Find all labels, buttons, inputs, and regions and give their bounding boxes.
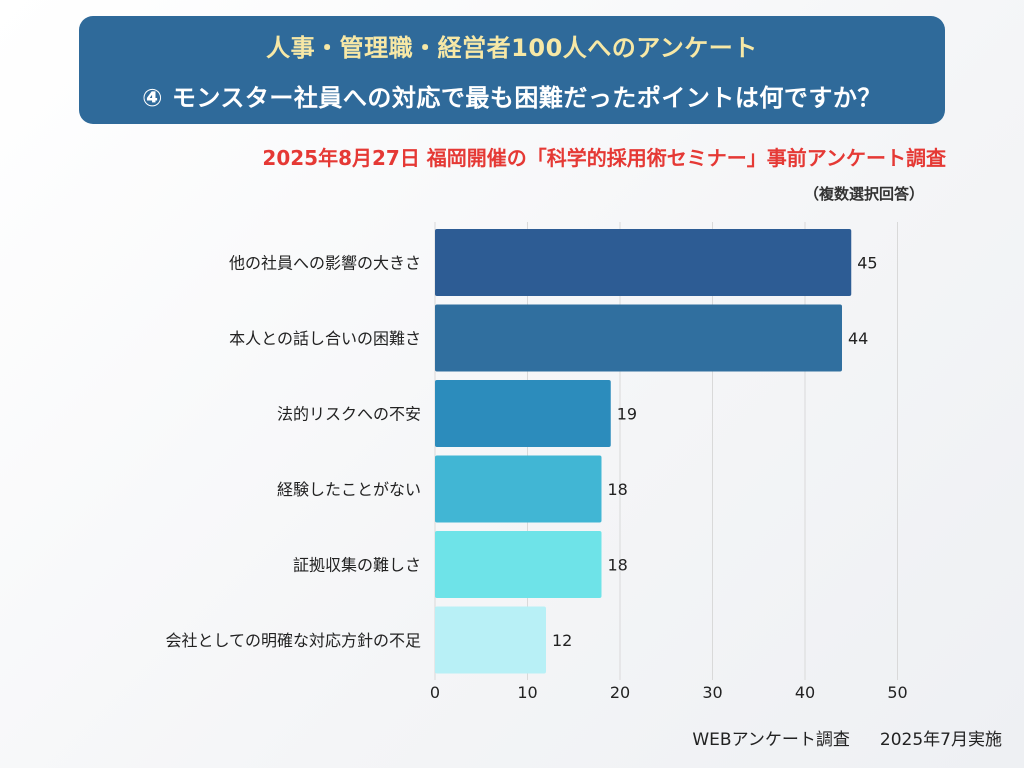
x-tick-label: 30: [702, 683, 722, 702]
chart-subtitle: 2025年8月27日 福岡開催の「科学的採用術セミナー」事前アンケート調査: [262, 146, 946, 170]
multiple-choice-note: （複数選択回答）: [803, 185, 924, 203]
x-tick-label: 40: [795, 683, 815, 702]
bar: [435, 531, 602, 598]
x-tick-label: 10: [517, 683, 537, 702]
bar: [435, 455, 602, 523]
title-banner: 人事・管理職・経営者100人へのアンケート ④ モンスター社員への対応で最も困難…: [79, 16, 945, 124]
x-tick-label: 50: [887, 683, 907, 702]
footer: WEBアンケート調査 2025年7月実施: [692, 725, 1002, 750]
x-axis-ticks: 0 10 20 30 40 50: [430, 683, 908, 702]
footer-survey-type: WEBアンケート調査: [692, 730, 850, 750]
category-labels: 他の社員への影響の大きさ本人との話し合いの困難さ法的リスクへの不安経験したことが…: [165, 254, 421, 651]
value-label: 19: [617, 405, 637, 424]
value-label: 18: [608, 480, 628, 499]
bar: [435, 380, 611, 447]
value-label: 45: [857, 254, 877, 273]
x-tick-label: 0: [430, 683, 440, 702]
survey-title: 人事・管理職・経営者100人へのアンケート: [266, 34, 758, 62]
bars: [435, 229, 852, 674]
category-label: 法的リスクへの不安: [277, 405, 421, 424]
grid-lines: [434, 222, 898, 680]
value-label: 12: [552, 631, 572, 650]
footer-date: 2025年7月実施: [879, 730, 1002, 750]
x-tick-label: 20: [610, 683, 630, 702]
bar: [435, 229, 852, 296]
category-label: 経験したことがない: [277, 480, 421, 499]
bar: [435, 606, 546, 674]
question-text: ④ モンスター社員への対応で最も困難だったポイントは何ですか？: [142, 84, 882, 112]
value-label: 44: [848, 329, 868, 348]
category-label: 会社としての明確な対応方針の不足: [165, 631, 421, 650]
bar: [435, 304, 842, 372]
value-labels: 45 44 19 18 18 12: [552, 254, 878, 651]
category-label: 証拠収集の難しさ: [293, 556, 421, 575]
value-label: 18: [608, 556, 628, 575]
category-label: 他の社員への影響の大きさ: [229, 254, 421, 273]
category-label: 本人との話し合いの困難さ: [229, 329, 421, 348]
